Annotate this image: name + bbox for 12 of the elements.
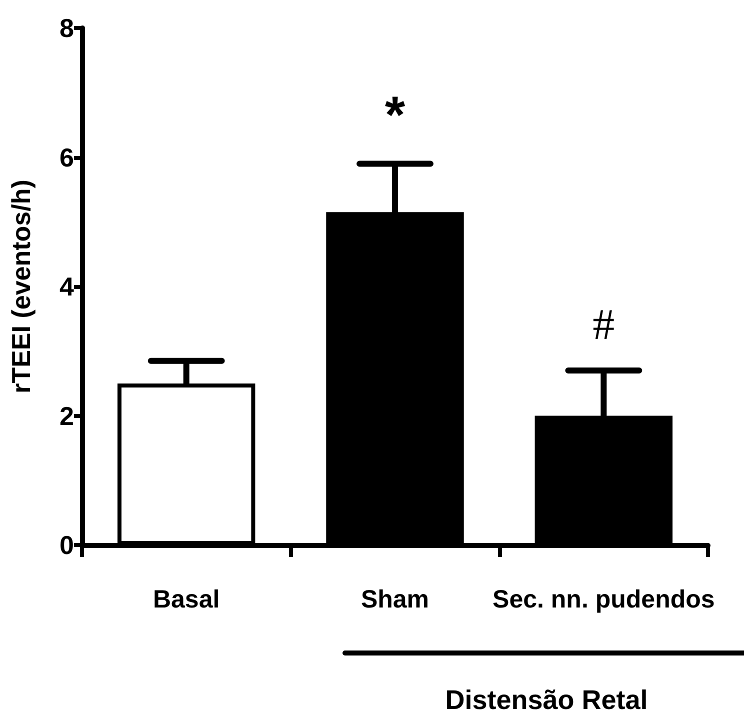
y-tick-label: 0: [60, 530, 74, 560]
annotation: *: [384, 86, 406, 145]
x-tick-label: Basal: [152, 586, 220, 614]
text: Distensão Retal: [445, 685, 648, 715]
y-tick-label: 8: [60, 13, 74, 43]
y-tick-label: 4: [60, 272, 75, 302]
y-tick-label: 2: [60, 400, 74, 431]
annotation: #: [592, 300, 615, 350]
x-tick-label: Sec. nn. pudendos: [492, 586, 715, 614]
x-tick-label: Sham: [360, 586, 430, 614]
y-tick-label: 6: [60, 142, 74, 172]
y-axis-title: rTEEI (eventos/h): [6, 180, 36, 394]
